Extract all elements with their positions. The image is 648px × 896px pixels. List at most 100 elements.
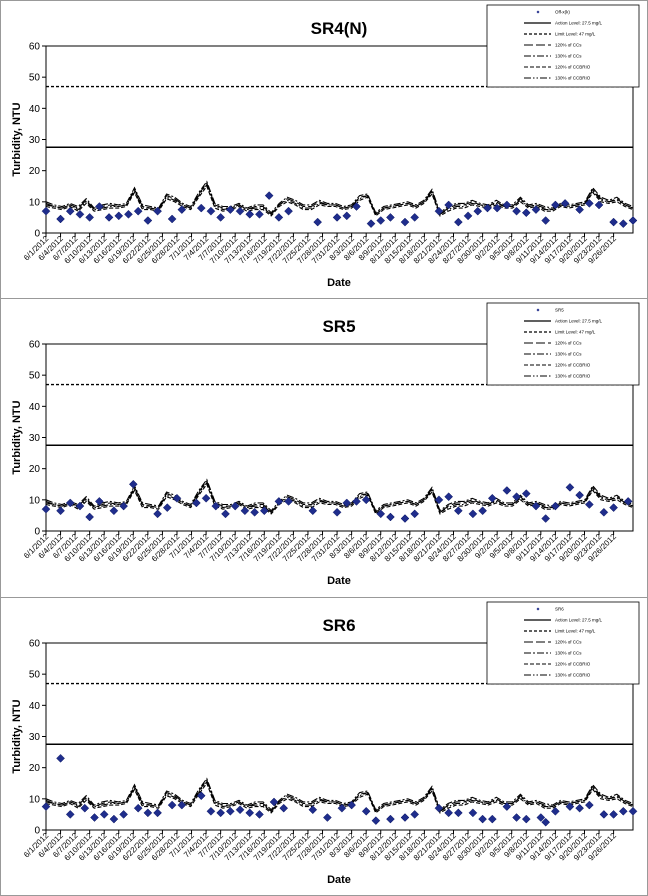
data-point — [85, 213, 95, 222]
data-point — [386, 814, 395, 824]
data-point — [361, 806, 371, 816]
y-tick-label: 60 — [29, 42, 41, 53]
x-axis-label: Date — [327, 874, 351, 886]
data-point — [463, 211, 473, 221]
data-point — [560, 199, 570, 208]
series-line-130pct-of-ccbrio — [45, 780, 634, 813]
chart-svg: SR501020304050606/1/20126/4/20126/7/2012… — [11, 302, 640, 587]
data-point — [99, 810, 109, 819]
data-point — [584, 500, 594, 509]
legend-entry: 120% of CCBRIO — [555, 363, 591, 368]
data-point — [575, 803, 584, 813]
data-point — [119, 810, 128, 819]
data-point — [104, 213, 114, 222]
data-point — [80, 803, 90, 813]
data-point — [128, 479, 138, 489]
data-point — [376, 509, 386, 519]
data-point — [75, 209, 85, 219]
series-line-120pct-of-ccbrio — [45, 483, 634, 515]
data-point — [454, 808, 463, 818]
data-point — [454, 217, 463, 227]
data-point — [565, 802, 575, 811]
data-point — [483, 203, 492, 213]
data-point — [162, 503, 172, 512]
series-line-130pct-of-ccs — [45, 180, 634, 214]
y-tick-label: 50 — [29, 371, 41, 382]
data-point — [206, 806, 216, 816]
data-point — [279, 803, 289, 813]
data-point — [85, 512, 95, 522]
legend-entry: 120% of CCs — [555, 43, 582, 48]
data-point — [274, 497, 284, 506]
data-point — [124, 209, 133, 219]
data-point — [192, 498, 201, 508]
data-point — [196, 791, 206, 801]
legend-entry: SR5 — [555, 308, 564, 313]
data-point — [454, 506, 463, 516]
legend-entry: 130% of CCBRIO — [555, 673, 591, 678]
data-point — [41, 206, 51, 216]
data-point — [255, 209, 264, 219]
legend-entry: Limit Level: 47 mg/L — [555, 629, 596, 634]
series-line-120pct-of-ccs — [45, 778, 634, 813]
legend-box — [486, 601, 640, 685]
series-line-120pct-of-ccbrio — [45, 782, 634, 814]
data-point — [342, 498, 352, 508]
data-point — [410, 810, 420, 819]
data-point — [225, 806, 235, 816]
data-point — [95, 202, 104, 211]
data-point — [473, 206, 483, 216]
data-point — [90, 813, 99, 822]
y-tick-label: 30 — [29, 135, 41, 146]
chart-svg: SR4(N)01020304050606/1/20126/4/20126/7/2… — [11, 4, 640, 289]
legend-box — [486, 302, 640, 386]
data-point — [502, 200, 512, 210]
data-point — [235, 206, 245, 216]
data-point — [386, 213, 395, 222]
data-point — [65, 810, 75, 819]
data-point — [575, 490, 584, 500]
data-point — [95, 497, 104, 506]
data-point — [521, 489, 531, 498]
legend-box — [486, 4, 640, 88]
data-point — [376, 216, 386, 225]
legend-entry: Action Level: 27.5 mg/L — [555, 21, 603, 26]
chart-title: SR6 — [322, 616, 355, 635]
data-point — [371, 816, 381, 826]
series-line-130pct-of-ccbrio — [45, 183, 634, 216]
series-line-130pct-of-ccbrio — [45, 481, 634, 514]
data-point — [361, 495, 371, 505]
data-point — [478, 814, 487, 824]
data-point — [434, 495, 444, 505]
data-point — [332, 507, 342, 517]
data-point — [221, 509, 230, 519]
data-point — [609, 217, 618, 227]
data-point — [618, 219, 628, 229]
y-tick-label: 20 — [29, 166, 41, 177]
data-point — [65, 498, 75, 508]
data-point — [109, 506, 119, 516]
data-point — [153, 509, 162, 519]
data-point — [512, 206, 521, 216]
data-point — [245, 209, 255, 219]
data-point — [65, 206, 75, 216]
data-point — [216, 808, 225, 818]
legend-marker — [536, 308, 540, 312]
data-point — [177, 800, 187, 810]
data-point — [521, 814, 531, 824]
data-point — [284, 497, 293, 506]
data-point — [269, 797, 279, 807]
chart-panel-sr4n: SR4(N) 0 10 20 30 40 50 60 6/1/2012 6/4/2012 6/7/2… — [0, 0, 648, 299]
data-point — [502, 802, 512, 811]
legend-entry: Limit Level: 47 mg/L — [555, 32, 596, 37]
x-axis-label: Date — [327, 277, 351, 289]
legend-marker — [536, 10, 540, 14]
legend-entry: Limit Level: 47 mg/L — [555, 330, 596, 335]
data-point — [400, 813, 410, 822]
data-point — [468, 509, 478, 519]
series-line-120pct-of-ccs — [45, 181, 634, 216]
data-point — [172, 493, 182, 503]
data-point — [308, 506, 318, 516]
data-point — [575, 205, 584, 214]
legend-entry: 120% of CCBRIO — [555, 662, 591, 667]
